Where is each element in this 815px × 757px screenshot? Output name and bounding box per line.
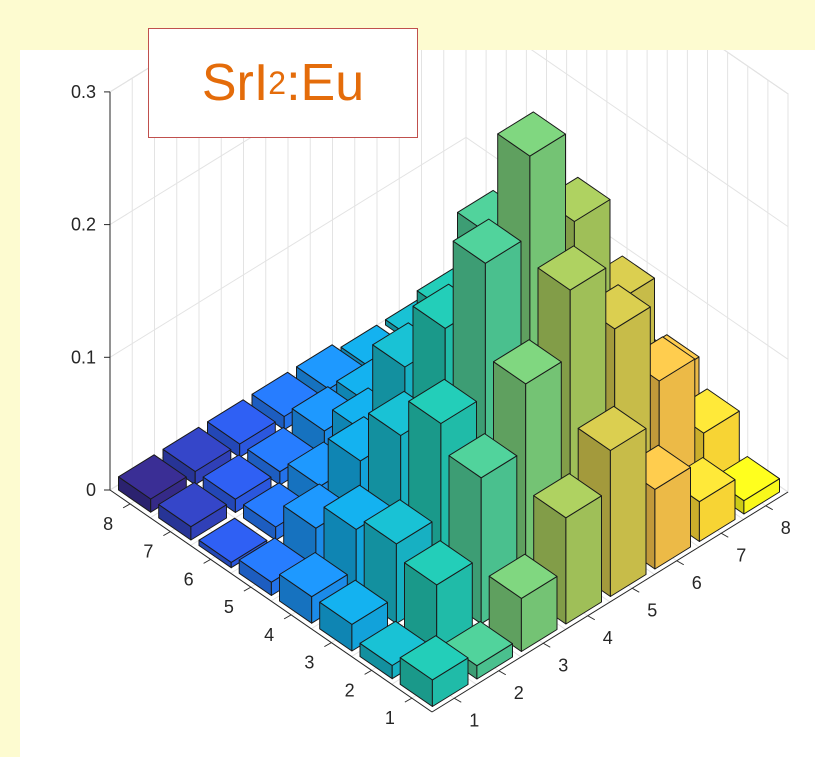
bar-top-face — [202, 454, 272, 500]
row-tick — [324, 642, 332, 648]
row-tick-label: 4 — [264, 625, 274, 645]
row-axis-line — [109, 489, 433, 713]
col-axis-line — [431, 491, 789, 713]
col-tick-label: 7 — [736, 545, 746, 565]
row-tick — [283, 614, 292, 620]
col-tick — [721, 532, 729, 538]
title-suffix: :Eu — [286, 54, 365, 112]
chart-title: SrI 2:Eu — [148, 28, 418, 138]
col-tick — [587, 615, 595, 621]
bar — [158, 482, 227, 541]
row-tick-label: 7 — [143, 542, 153, 562]
col-tick — [676, 560, 684, 566]
row-tick — [364, 669, 372, 675]
col-tick-label: 4 — [603, 628, 613, 648]
col-tick-label: 6 — [692, 573, 702, 593]
bar-top-face — [399, 635, 469, 681]
bar-top-face — [363, 499, 433, 545]
bar — [162, 426, 232, 486]
bar-top-face — [452, 218, 522, 264]
bar-top-face — [533, 473, 602, 519]
bar — [488, 553, 558, 652]
bar-top-face — [162, 426, 232, 472]
bar — [319, 579, 388, 652]
row-tick — [404, 697, 413, 703]
bar — [404, 540, 473, 652]
row-tick-label: 5 — [224, 597, 234, 617]
z-tick-label: 0.2 — [71, 215, 96, 235]
bar-top-face — [404, 540, 473, 586]
bar-top-face — [207, 399, 276, 445]
bar-top-face — [537, 245, 607, 291]
row-tick-label: 3 — [304, 653, 314, 673]
bar-top-face — [497, 111, 566, 157]
col-tick — [765, 505, 773, 511]
bar-top-face — [493, 339, 562, 385]
row-tick-label: 8 — [103, 514, 113, 534]
bar-top-face — [118, 454, 187, 500]
z-tick-label: 0.1 — [71, 347, 96, 367]
col-tick-label: 3 — [558, 655, 568, 675]
bar-top-face — [198, 517, 268, 563]
plot-panel: 0 0.1 0.2 0.3 1 2 3 4 5 6 7 8 1 2 3 4 5 6 7 8 — [20, 50, 815, 757]
bar — [202, 454, 272, 513]
bar — [207, 399, 276, 458]
bar — [399, 635, 469, 707]
bar-right-face — [609, 428, 647, 597]
z-tick-label: 0.3 — [71, 82, 96, 102]
col-tick — [632, 587, 640, 593]
bar-top-face — [488, 553, 558, 599]
title-main: SrI — [201, 54, 269, 112]
bar-top-face — [448, 433, 518, 479]
col-tick-label: 8 — [781, 518, 791, 538]
row-tick-label: 1 — [385, 708, 395, 728]
row-tick-label: 6 — [184, 569, 194, 589]
title-subscript: 2 — [268, 64, 287, 101]
bar-top-face — [279, 552, 348, 598]
row-tick — [122, 503, 131, 509]
bar-top-face — [577, 405, 647, 451]
row-tick — [243, 586, 252, 592]
bar3d-chart: 0 0.1 0.2 0.3 1 2 3 4 5 6 7 8 1 2 3 4 5 6 7 8 — [71, 50, 791, 730]
col-tick-label: 1 — [469, 710, 479, 730]
z-tick-label: 0 — [86, 480, 96, 500]
grid-line-z — [109, 136, 789, 360]
bar-top-face — [158, 482, 227, 528]
grid-line-z — [109, 50, 789, 228]
col-tick-label: 5 — [647, 600, 657, 620]
row-tick — [163, 531, 171, 537]
bar-top-face — [408, 378, 477, 424]
bar-top-face — [319, 579, 388, 625]
col-tick — [454, 697, 462, 703]
col-tick — [498, 670, 506, 676]
col-tick — [543, 642, 551, 648]
row-tick-label: 2 — [345, 680, 355, 700]
row-tick — [203, 558, 211, 564]
col-tick-label: 2 — [514, 683, 524, 703]
